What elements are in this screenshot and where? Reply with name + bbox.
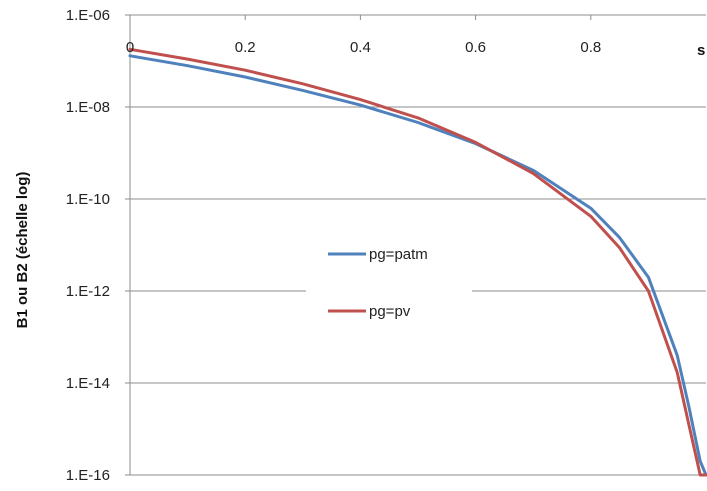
y-tick-label: 1.E-08 xyxy=(66,99,110,116)
axes xyxy=(125,14,706,476)
x-tick-label: 0.4 xyxy=(350,39,371,56)
x-tick-label: 0.6 xyxy=(465,39,486,56)
grid-lines xyxy=(130,14,706,384)
legend-box xyxy=(306,232,472,332)
tick-labels: 1.E-06 1.E-08 1.E-10 1.E-12 1.E-14 1.E-16 0 0.2… xyxy=(66,7,601,484)
y-tick-label: 1.E-16 xyxy=(66,467,110,484)
series-group xyxy=(128,47,707,477)
x-axis-label: s xyxy=(697,42,705,59)
y-axis-label: B1 ou B2 (échelle log) xyxy=(14,172,31,329)
x-tick-label: 0.8 xyxy=(580,39,601,56)
legend-entry: pg=pv xyxy=(369,303,411,320)
y-tick-label: 1.E-06 xyxy=(66,7,110,24)
y-tick-label: 1.E-12 xyxy=(66,283,110,300)
x-tick-label: 0 xyxy=(126,39,134,56)
y-tick-label: 1.E-10 xyxy=(66,191,110,208)
series-line-pg-pv xyxy=(128,47,707,477)
y-tick-label: 1.E-14 xyxy=(66,375,110,392)
legend-entry: pg=patm xyxy=(369,246,428,263)
x-tick-label: 0.2 xyxy=(235,39,256,56)
legend: pg=patm pg=pv xyxy=(306,232,472,332)
series-line-pg-patm xyxy=(128,54,707,477)
